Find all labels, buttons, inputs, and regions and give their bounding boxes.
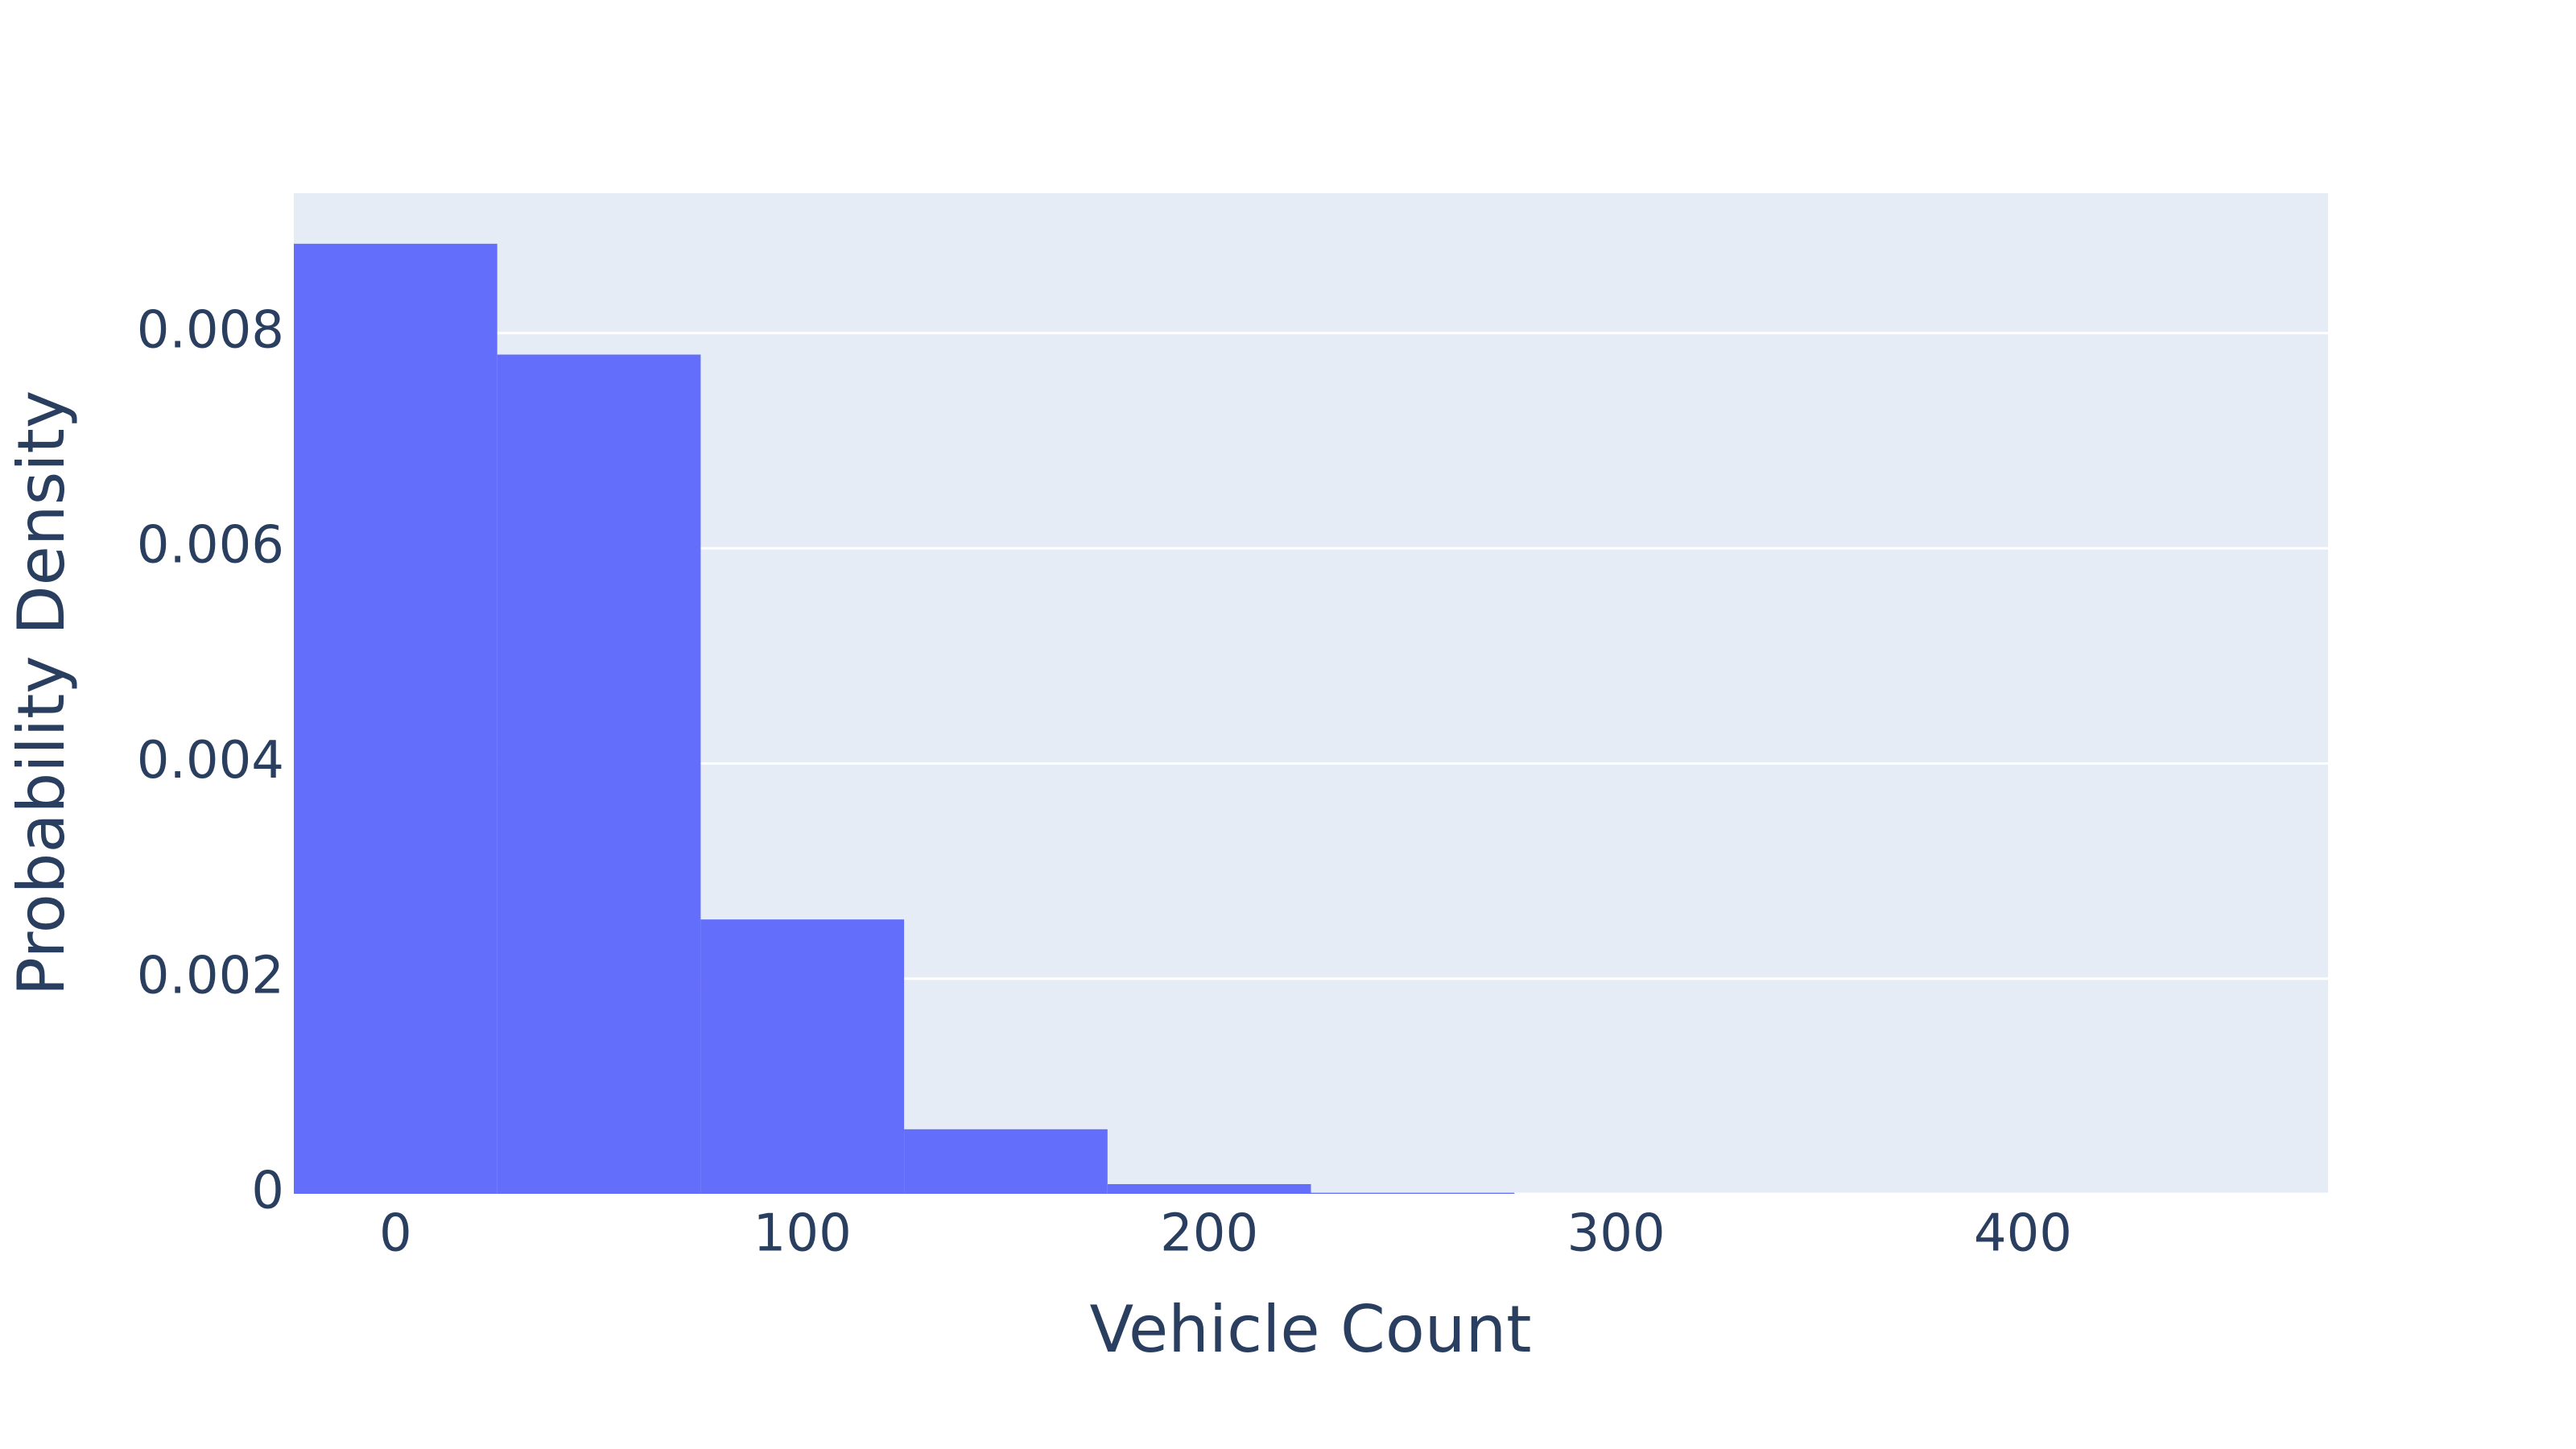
x-tick-label: 100 xyxy=(753,1204,852,1264)
bars xyxy=(294,243,1515,1195)
x-tick-label: 200 xyxy=(1160,1204,1258,1264)
bar xyxy=(1107,1183,1311,1194)
bar xyxy=(700,919,905,1194)
x-axis-title: Vehicle Count xyxy=(1089,1292,1531,1367)
y-tick-label: 0.004 xyxy=(137,731,284,791)
y-tick-label: 0.002 xyxy=(137,946,284,1005)
y-tick-label: 0.006 xyxy=(137,516,284,576)
bar xyxy=(904,1129,1108,1194)
x-tick-label: 0 xyxy=(379,1204,412,1264)
x-tick-label: 300 xyxy=(1567,1204,1665,1264)
y-tick-label: 0.008 xyxy=(137,300,284,360)
y-axis-title: Probability Density xyxy=(4,390,79,996)
x-tick-label: 400 xyxy=(1974,1204,2072,1264)
bar xyxy=(1311,1192,1515,1194)
y-tick-label: 0 xyxy=(251,1162,284,1221)
bar xyxy=(497,354,701,1194)
bar xyxy=(294,243,497,1195)
